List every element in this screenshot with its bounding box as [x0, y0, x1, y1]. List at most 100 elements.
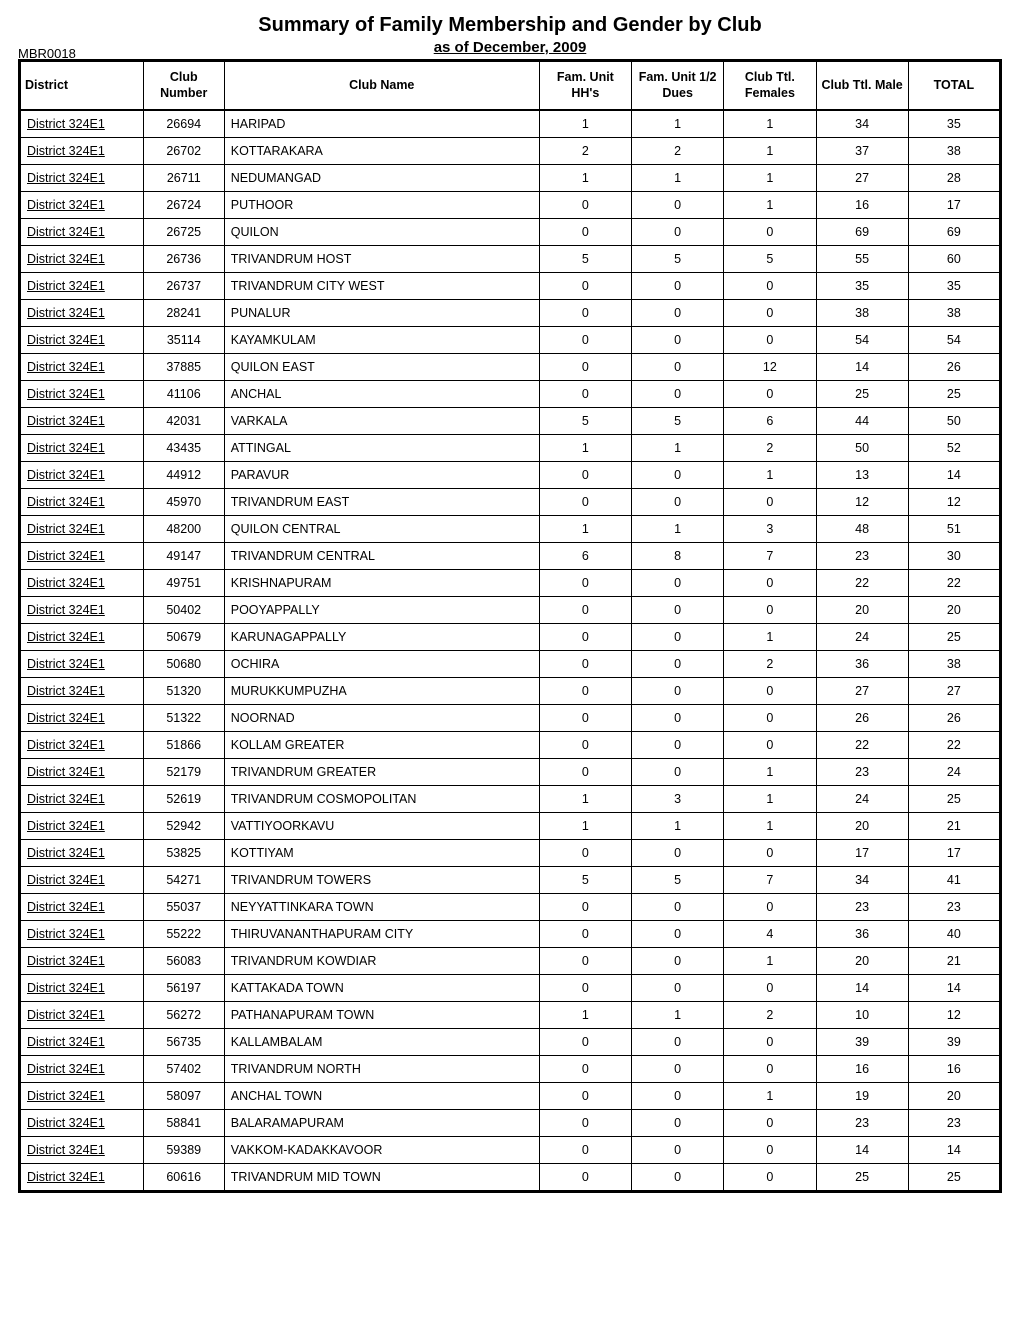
table-cell: 0: [539, 273, 631, 300]
table-cell: ANCHAL: [224, 381, 539, 408]
table-cell: 0: [724, 381, 816, 408]
col-club-ttl-females: Club Ttl. Females: [724, 61, 816, 111]
table-cell: 43435: [143, 435, 224, 462]
table-cell: 50402: [143, 597, 224, 624]
table-row: District 324E153825KOTTIYAM0001717: [20, 840, 1001, 867]
table-cell: 23: [816, 759, 908, 786]
table-cell: 54271: [143, 867, 224, 894]
table-cell: District 324E1: [20, 570, 144, 597]
table-cell: 6: [724, 408, 816, 435]
as-of-subtitle: as of December, 2009: [18, 39, 1002, 56]
table-cell: District 324E1: [20, 110, 144, 138]
table-row: District 324E126737TRIVANDRUM CITY WEST0…: [20, 273, 1001, 300]
table-cell: 0: [539, 840, 631, 867]
table-cell: District 324E1: [20, 192, 144, 219]
table-cell: District 324E1: [20, 867, 144, 894]
table-cell: 22: [908, 732, 1000, 759]
table-cell: KALLAMBALAM: [224, 1029, 539, 1056]
table-cell: 1: [632, 110, 724, 138]
table-cell: 53825: [143, 840, 224, 867]
table-cell: 38: [908, 300, 1000, 327]
table-row: District 324E150679KARUNAGAPPALLY0012425: [20, 624, 1001, 651]
table-cell: 1: [632, 516, 724, 543]
table-cell: 0: [539, 651, 631, 678]
table-cell: ANCHAL TOWN: [224, 1083, 539, 1110]
table-cell: 0: [632, 1137, 724, 1164]
table-cell: 1: [539, 1002, 631, 1029]
table-row: District 324E155037NEYYATTINKARA TOWN000…: [20, 894, 1001, 921]
table-cell: 0: [724, 705, 816, 732]
table-cell: 0: [724, 894, 816, 921]
table-cell: 5: [632, 867, 724, 894]
table-cell: 1: [632, 813, 724, 840]
table-row: District 324E149147TRIVANDRUM CENTRAL687…: [20, 543, 1001, 570]
table-cell: 0: [632, 624, 724, 651]
col-club-name: Club Name: [224, 61, 539, 111]
table-row: District 324E141106ANCHAL0002525: [20, 381, 1001, 408]
table-cell: 0: [632, 462, 724, 489]
table-row: District 324E157402TRIVANDRUM NORTH00016…: [20, 1056, 1001, 1083]
table-cell: District 324E1: [20, 1164, 144, 1192]
table-cell: TRIVANDRUM CENTRAL: [224, 543, 539, 570]
table-cell: 0: [539, 921, 631, 948]
table-cell: 0: [539, 1164, 631, 1192]
table-cell: 24: [908, 759, 1000, 786]
table-cell: 14: [816, 1137, 908, 1164]
table-cell: 0: [539, 1137, 631, 1164]
table-cell: 0: [632, 732, 724, 759]
table-cell: District 324E1: [20, 678, 144, 705]
table-cell: 0: [539, 570, 631, 597]
table-cell: District 324E1: [20, 1002, 144, 1029]
table-cell: 1: [539, 516, 631, 543]
table-cell: 26: [908, 354, 1000, 381]
table-cell: District 324E1: [20, 921, 144, 948]
table-cell: 0: [539, 1083, 631, 1110]
table-row: District 324E126725QUILON0006969: [20, 219, 1001, 246]
table-cell: 54: [908, 327, 1000, 354]
table-cell: 38: [908, 651, 1000, 678]
table-cell: 23: [816, 894, 908, 921]
table-cell: 36: [816, 651, 908, 678]
table-cell: 50679: [143, 624, 224, 651]
table-cell: QUILON: [224, 219, 539, 246]
table-cell: 50680: [143, 651, 224, 678]
table-cell: 0: [539, 732, 631, 759]
table-cell: 45970: [143, 489, 224, 516]
table-cell: 2: [539, 138, 631, 165]
table-cell: 0: [539, 219, 631, 246]
table-cell: 5: [632, 246, 724, 273]
table-body: District 324E126694HARIPAD1113435Distric…: [20, 110, 1001, 1192]
table-cell: 1: [539, 165, 631, 192]
table-cell: 56083: [143, 948, 224, 975]
table-cell: TRIVANDRUM KOWDIAR: [224, 948, 539, 975]
table-cell: 42031: [143, 408, 224, 435]
table-cell: 44912: [143, 462, 224, 489]
table-row: District 324E152942VATTIYOORKAVU1112021: [20, 813, 1001, 840]
table-row: District 324E155222THIRUVANANTHAPURAM CI…: [20, 921, 1001, 948]
table-cell: 0: [724, 327, 816, 354]
table-cell: 16: [816, 1056, 908, 1083]
table-cell: 35: [908, 273, 1000, 300]
table-cell: District 324E1: [20, 300, 144, 327]
table-cell: 0: [632, 1083, 724, 1110]
table-cell: 51322: [143, 705, 224, 732]
table-cell: 69: [908, 219, 1000, 246]
table-cell: 7: [724, 543, 816, 570]
table-cell: 0: [539, 192, 631, 219]
table-row: District 324E154271TRIVANDRUM TOWERS5573…: [20, 867, 1001, 894]
table-row: District 324E156197KATTAKADA TOWN0001414: [20, 975, 1001, 1002]
page-title: Summary of Family Membership and Gender …: [18, 14, 1002, 37]
table-cell: 56272: [143, 1002, 224, 1029]
table-cell: 0: [632, 1029, 724, 1056]
table-cell: 1: [632, 435, 724, 462]
table-row: District 324E148200QUILON CENTRAL1134851: [20, 516, 1001, 543]
table-cell: District 324E1: [20, 840, 144, 867]
table-cell: 0: [632, 651, 724, 678]
table-cell: 14: [908, 1137, 1000, 1164]
table-cell: 0: [724, 678, 816, 705]
table-cell: 16: [908, 1056, 1000, 1083]
table-cell: 0: [632, 1164, 724, 1192]
table-cell: District 324E1: [20, 462, 144, 489]
table-cell: 19: [816, 1083, 908, 1110]
table-cell: 1: [724, 786, 816, 813]
